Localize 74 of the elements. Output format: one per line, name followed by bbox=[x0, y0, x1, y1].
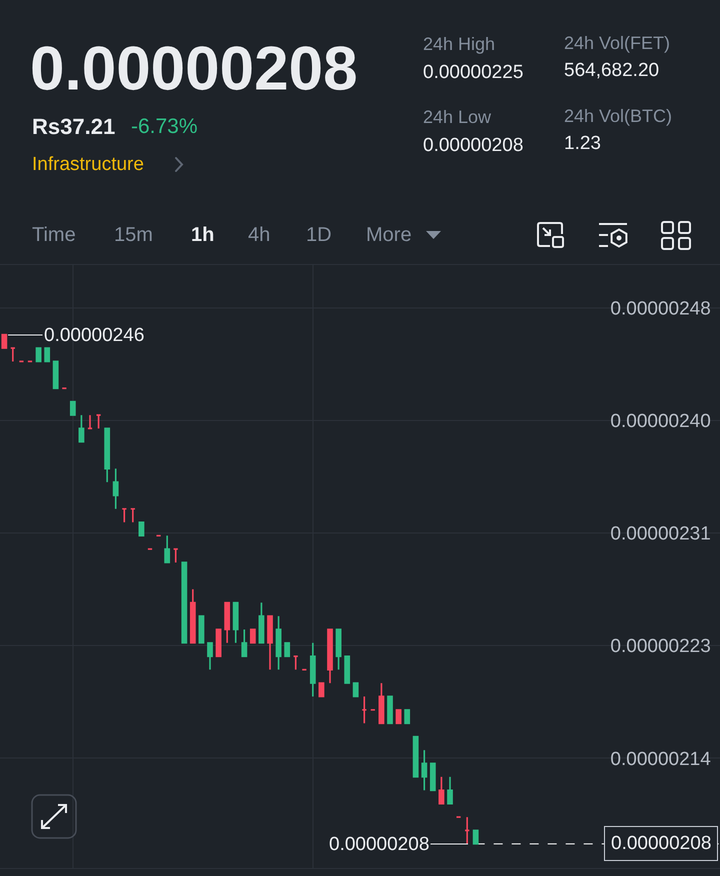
text: Infrastructure bbox=[32, 154, 144, 175]
candlestick bbox=[404, 709, 410, 724]
text: 15m bbox=[114, 224, 153, 246]
text: 1.23 bbox=[564, 133, 601, 154]
candlestick bbox=[190, 588, 196, 644]
candlestick bbox=[241, 628, 248, 658]
text: 0.00000208 bbox=[329, 834, 430, 855]
candlestick bbox=[87, 414, 93, 430]
text: 0.00000208 bbox=[30, 34, 358, 104]
candlestick bbox=[267, 615, 273, 670]
chart-subtitle: Rs37.21 bbox=[32, 114, 116, 139]
text: 24h Vol(BTC) bbox=[564, 106, 672, 126]
candlestick bbox=[464, 816, 470, 845]
candlestick bbox=[378, 682, 384, 724]
candlestick bbox=[52, 360, 59, 390]
candlestick bbox=[352, 682, 359, 698]
y-tick-label: 0.00000223 bbox=[610, 636, 711, 658]
candlestick bbox=[78, 414, 84, 443]
text: 1D bbox=[306, 224, 332, 246]
candlestick bbox=[412, 736, 419, 778]
candlestick bbox=[447, 776, 453, 804]
candlestick bbox=[361, 696, 368, 724]
y-tick-label: 0.00000248 bbox=[610, 298, 711, 320]
candlestick bbox=[310, 642, 316, 698]
candlestick bbox=[250, 628, 256, 644]
candlestick bbox=[121, 508, 128, 524]
candlestick bbox=[138, 521, 144, 536]
candlestick bbox=[10, 347, 16, 362]
candlestick bbox=[344, 655, 350, 684]
candlestick bbox=[181, 562, 188, 644]
text: 24h Vol(FET) bbox=[564, 33, 670, 53]
candlestick bbox=[130, 508, 136, 524]
candlestick bbox=[318, 682, 324, 698]
ref-line-label: 0.00000208 bbox=[611, 833, 712, 854]
candlestick bbox=[421, 749, 428, 792]
candlestick bbox=[472, 830, 479, 845]
candlestick bbox=[327, 628, 333, 684]
candlestick bbox=[232, 602, 239, 644]
candlestick bbox=[172, 548, 179, 564]
text: 0.00000208 bbox=[423, 135, 524, 156]
text: 4h bbox=[248, 224, 270, 246]
text: 1h bbox=[191, 224, 214, 246]
text: Time bbox=[32, 224, 76, 246]
y-tick-label: 0.00000214 bbox=[610, 748, 712, 770]
text: -6.73% bbox=[131, 115, 198, 138]
text: More bbox=[366, 224, 412, 246]
candlestick bbox=[396, 709, 402, 724]
candlestick bbox=[112, 468, 119, 510]
candlestick bbox=[104, 428, 110, 483]
candlestick bbox=[36, 347, 42, 362]
candlestick bbox=[224, 602, 230, 644]
candlestick bbox=[430, 762, 436, 792]
text: 564,682.20 bbox=[564, 60, 660, 81]
candlestick bbox=[336, 628, 342, 670]
text: 24h High bbox=[423, 34, 496, 54]
candlestick bbox=[164, 534, 170, 564]
text: 24h Low bbox=[423, 107, 492, 127]
candlestick bbox=[207, 642, 213, 670]
candlestick bbox=[258, 602, 264, 644]
candlestick bbox=[292, 655, 299, 670]
candlestick bbox=[216, 628, 222, 658]
annotation: 0.00000246 bbox=[44, 325, 144, 346]
candlestick bbox=[276, 615, 282, 670]
candlestick bbox=[387, 696, 393, 724]
candlestick bbox=[1, 334, 8, 349]
y-tick-label: 0.00000240 bbox=[610, 411, 711, 432]
candlestick bbox=[70, 400, 76, 416]
text: 0.00000225 bbox=[423, 62, 524, 83]
candlestick bbox=[284, 642, 290, 658]
y-tick-label: 0.00000231 bbox=[610, 524, 711, 545]
candlestick bbox=[438, 776, 444, 804]
candlestick bbox=[198, 615, 204, 644]
candlestick bbox=[44, 347, 50, 362]
candlestick bbox=[96, 414, 102, 430]
